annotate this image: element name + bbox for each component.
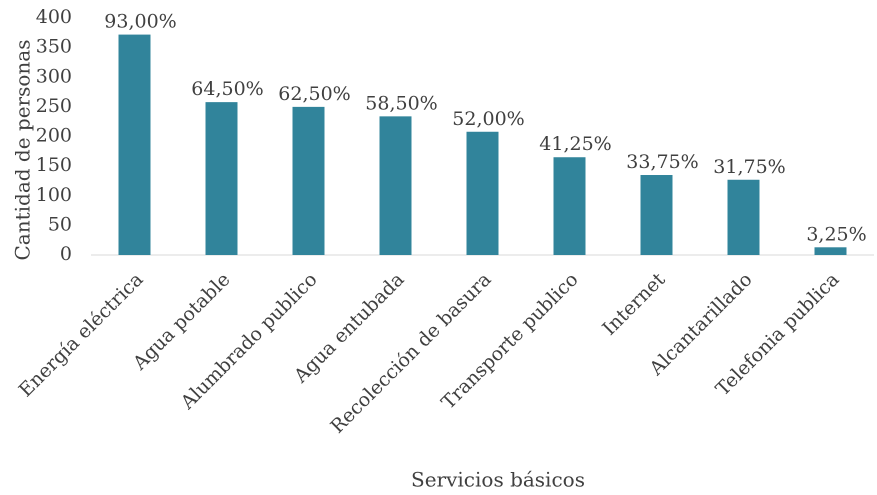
value-label: 31,75% [713, 156, 785, 178]
value-label: 62,50% [278, 83, 350, 105]
x-tick-label: Energía eléctrica [15, 269, 148, 402]
y-tick-label: 300 [36, 65, 72, 87]
y-tick-label: 200 [36, 125, 72, 147]
value-label: 33,75% [626, 151, 698, 173]
value-label: 64,50% [191, 78, 263, 100]
y-tick-label: 350 [36, 36, 72, 58]
x-tick-label: Recolección de basura [326, 269, 495, 438]
bar [727, 179, 760, 255]
bar [118, 34, 151, 256]
value-label: 3,25% [806, 223, 866, 245]
y-tick-label: 50 [48, 213, 72, 235]
bar [553, 157, 586, 255]
x-axis-title: Servicios básicos [411, 468, 585, 492]
bar [205, 102, 238, 255]
y-tick-label: 0 [60, 243, 72, 265]
bar [379, 116, 412, 255]
bar [814, 247, 847, 255]
value-label: 58,50% [365, 92, 437, 114]
bar [640, 175, 673, 255]
bar [466, 131, 499, 255]
value-label: 93,00% [104, 11, 176, 33]
x-tick-label: Internet [598, 268, 670, 340]
y-tick-label: 250 [36, 95, 72, 117]
value-label: 52,00% [452, 108, 524, 130]
value-label: 41,25% [539, 133, 611, 155]
y-tick-label: 100 [36, 184, 72, 206]
y-tick-label: 150 [36, 154, 72, 176]
y-tick-label: 400 [36, 6, 72, 28]
bar [292, 106, 325, 255]
y-axis-title: Cantidad de personas [11, 40, 35, 261]
